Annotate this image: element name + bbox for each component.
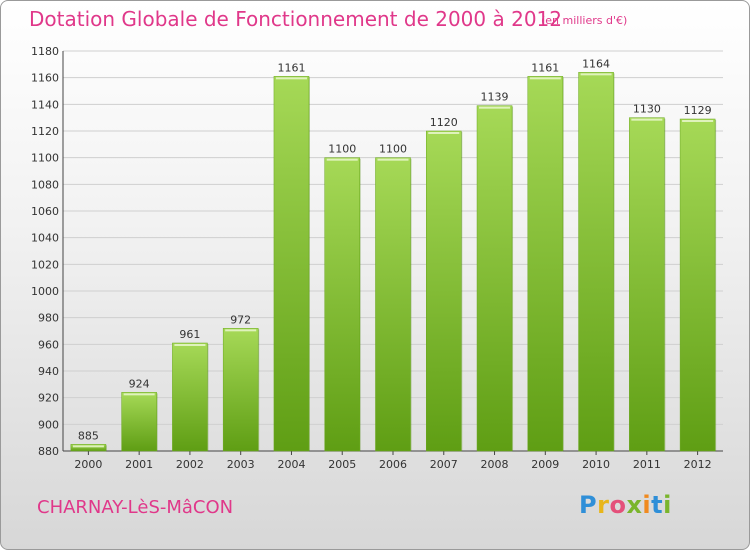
y-tick-label: 960: [38, 338, 59, 351]
bar-value-label: 1100: [328, 143, 356, 156]
logo-letter: i: [642, 491, 652, 519]
chart-title: Dotation Globale de Fonctionnement de 20…: [29, 7, 562, 31]
y-tick-label: 1100: [31, 152, 59, 165]
y-tick-label: 1000: [31, 285, 59, 298]
bar: [273, 76, 310, 452]
logo-letter: P: [579, 491, 598, 519]
bar-highlight: [275, 77, 307, 80]
bar: [324, 157, 360, 452]
bar-highlight: [428, 132, 460, 134]
x-tick-label: 2009: [531, 458, 559, 471]
bar-highlight: [631, 118, 663, 121]
chart-unit: (en milliers d'€): [541, 14, 628, 27]
y-tick-label: 900: [38, 418, 59, 431]
x-tick-label: 2010: [582, 458, 610, 471]
bar: [375, 157, 411, 452]
x-tick-label: 2001: [125, 458, 153, 471]
bar: [70, 444, 107, 452]
bar: [426, 130, 462, 452]
bar-highlight: [580, 73, 612, 76]
bar: [527, 76, 564, 452]
logo-letter: o: [609, 491, 627, 519]
axes: 880 900 920 940 960 980 1000 1020 1040 1060 1080 11…: [31, 45, 723, 471]
y-tick-label: 1060: [31, 205, 59, 218]
bar: [476, 105, 513, 452]
bar-value-label: 1100: [379, 143, 407, 156]
bar-highlight: [529, 77, 561, 80]
bar: [629, 117, 665, 452]
y-tick-label: 1080: [31, 178, 59, 191]
y-tick-label: 940: [38, 365, 59, 378]
bar-value-label: 1161: [277, 61, 305, 74]
bar-value-label: 1130: [633, 103, 661, 116]
logo-letter: t: [651, 491, 664, 519]
bar: [222, 328, 259, 452]
x-tick-label: 2003: [227, 458, 255, 471]
bars: [70, 72, 717, 452]
bar: [679, 118, 716, 452]
y-tick-label: 1180: [31, 45, 59, 58]
y-tick-label: 1020: [31, 258, 59, 271]
x-tick-label: 2002: [176, 458, 204, 471]
x-tick-label: 2007: [430, 458, 458, 471]
y-tick-label: 1120: [31, 125, 59, 138]
bar-value-label: 961: [179, 328, 200, 341]
bar-highlight: [682, 120, 714, 122]
bar-value-label: 1161: [531, 61, 559, 74]
x-tick-label: 2012: [684, 458, 712, 471]
bar-highlight: [123, 393, 155, 396]
x-tick-label: 2005: [328, 458, 356, 471]
bar-value-label: 972: [230, 313, 251, 326]
bar: [121, 392, 157, 452]
x-tick-label: 2000: [74, 458, 102, 471]
bar-highlight: [72, 445, 104, 448]
bar-highlight: [174, 344, 206, 346]
bar-highlight: [479, 106, 511, 109]
bar-highlight: [225, 329, 257, 332]
x-tick-label: 2008: [481, 458, 509, 471]
y-tick-label: 1140: [31, 98, 59, 111]
city-name: CHARNAY-LèS-MâCON: [37, 497, 234, 518]
y-tick-label: 1160: [31, 72, 59, 85]
x-tick-label: 2011: [633, 458, 661, 471]
bar-value-label: 885: [78, 429, 99, 442]
logo-letter: x: [626, 491, 643, 519]
y-tick-label: 980: [38, 312, 59, 325]
bar: [578, 72, 614, 452]
bar: [172, 342, 208, 452]
x-tick-label: 2004: [277, 458, 305, 471]
x-tick-label: 2006: [379, 458, 407, 471]
bar-highlight: [326, 158, 358, 161]
proxiti-logo: Proxiti: [579, 491, 672, 519]
logo-letter: i: [663, 491, 672, 519]
bar-value-label: 1139: [481, 91, 509, 104]
logo-letter: r: [597, 491, 610, 519]
data-labels: 885 924 961 972 1161 1100 1100 1120 1139 1161 1164…: [78, 57, 712, 442]
bar-value-label: 1164: [582, 57, 610, 70]
bar-highlight: [377, 158, 409, 161]
y-tick-label: 880: [38, 445, 59, 458]
bar-value-label: 1129: [684, 104, 712, 117]
bar-value-label: 1120: [430, 116, 458, 129]
y-tick-label: 920: [38, 392, 59, 405]
bar-value-label: 924: [129, 377, 150, 390]
y-tick-label: 1040: [31, 232, 59, 245]
